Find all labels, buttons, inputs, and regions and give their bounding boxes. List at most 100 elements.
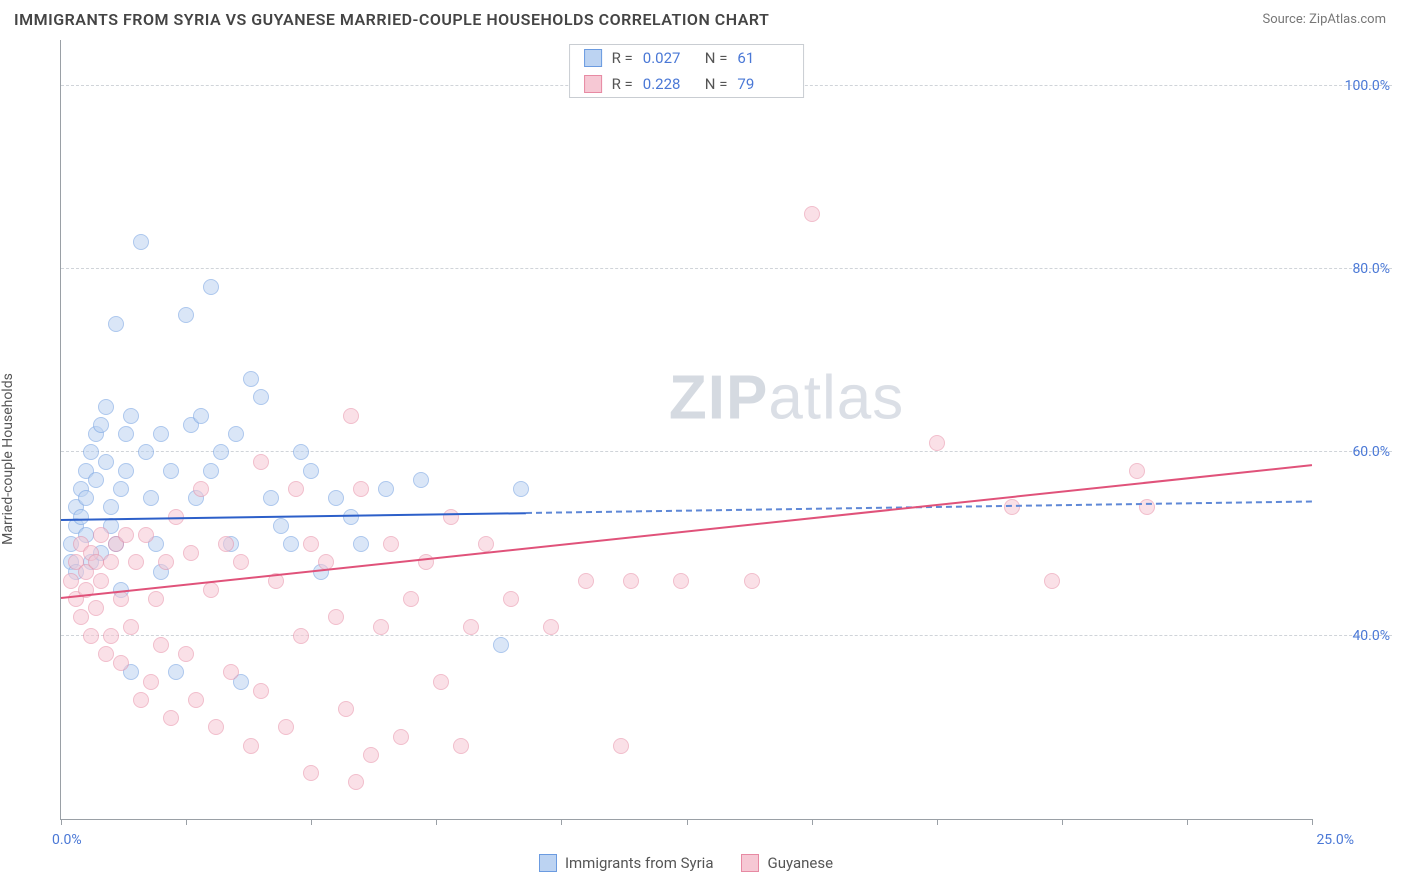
data-point — [183, 545, 199, 561]
data-point — [293, 444, 309, 460]
data-point — [353, 536, 369, 552]
data-point — [123, 619, 139, 635]
watermark: ZIPatlas — [669, 363, 904, 434]
x-axis-min-label: 0.0% — [52, 832, 82, 848]
n-value: 61 — [737, 49, 789, 67]
watermark-bold: ZIP — [669, 364, 768, 433]
legend-stats-row: R =0.228N =79 — [570, 71, 804, 97]
data-point — [288, 481, 304, 497]
data-point — [153, 637, 169, 653]
data-point — [93, 527, 109, 543]
legend-stats: R = 0.027 N = 61 R =0.228N =79 — [569, 44, 805, 98]
data-point — [133, 692, 149, 708]
data-point — [493, 637, 509, 653]
data-point — [138, 527, 154, 543]
y-tick-label: 40.0% — [1352, 628, 1390, 644]
data-point — [328, 490, 344, 506]
data-point — [1044, 573, 1060, 589]
data-point — [303, 463, 319, 479]
data-point — [363, 747, 379, 763]
x-tick — [937, 819, 938, 825]
data-point — [103, 628, 119, 644]
data-point — [128, 554, 144, 570]
data-point — [203, 463, 219, 479]
data-point — [193, 408, 209, 424]
data-point — [243, 371, 259, 387]
source-prefix: Source: — [1262, 12, 1309, 27]
data-point — [503, 591, 519, 607]
data-point — [78, 490, 94, 506]
data-point — [263, 490, 279, 506]
legend-swatch — [539, 854, 557, 872]
data-point — [383, 536, 399, 552]
data-point — [543, 619, 559, 635]
data-point — [744, 573, 760, 589]
data-point — [83, 444, 99, 460]
r-label: R = — [612, 75, 633, 93]
data-point — [203, 279, 219, 295]
data-point — [163, 463, 179, 479]
data-point — [1129, 463, 1145, 479]
data-point — [623, 573, 639, 589]
data-point — [303, 765, 319, 781]
legend-item: Immigrants from Syria — [539, 854, 714, 872]
data-point — [203, 582, 219, 598]
data-point — [393, 729, 409, 745]
data-point — [303, 536, 319, 552]
page-title: IMMIGRANTS FROM SYRIA VS GUYANESE MARRIE… — [14, 10, 769, 29]
data-point — [158, 554, 174, 570]
data-point — [98, 646, 114, 662]
data-point — [343, 408, 359, 424]
data-point — [188, 692, 204, 708]
legend-label: Guyanese — [767, 854, 833, 872]
legend-stats-row: R =0.027N =61 — [570, 45, 804, 71]
data-point — [93, 573, 109, 589]
data-point — [253, 389, 269, 405]
data-point — [348, 774, 364, 790]
data-point — [123, 408, 139, 424]
data-point — [73, 609, 89, 625]
data-point — [113, 655, 129, 671]
x-tick — [561, 819, 562, 825]
n-label: N = — [705, 49, 728, 67]
data-point — [153, 426, 169, 442]
gridline — [61, 268, 1392, 269]
r-value: 0.027 — [643, 49, 695, 67]
gridline — [61, 451, 1392, 452]
data-point — [88, 554, 104, 570]
data-point — [163, 710, 179, 726]
data-point — [98, 399, 114, 415]
data-point — [218, 536, 234, 552]
data-point — [223, 664, 239, 680]
data-point — [178, 646, 194, 662]
x-tick — [311, 819, 312, 825]
y-tick-label: 80.0% — [1352, 261, 1390, 277]
n-value: 79 — [737, 75, 789, 93]
data-point — [168, 664, 184, 680]
legend-swatch — [741, 854, 759, 872]
data-point — [118, 463, 134, 479]
data-point — [143, 490, 159, 506]
data-point — [1139, 499, 1155, 515]
data-point — [338, 701, 354, 717]
data-point — [513, 481, 529, 497]
data-point — [673, 573, 689, 589]
x-tick — [812, 819, 813, 825]
x-tick — [1062, 819, 1063, 825]
scatter-plot: ZIPatlas R =0.027N =61R =0.228N =79 40.0… — [60, 40, 1312, 820]
data-point — [253, 454, 269, 470]
data-point — [108, 316, 124, 332]
data-point — [113, 591, 129, 607]
data-point — [83, 628, 99, 644]
data-point — [88, 600, 104, 616]
data-point — [283, 536, 299, 552]
data-point — [273, 518, 289, 534]
data-point — [1004, 499, 1020, 515]
x-tick — [436, 819, 437, 825]
data-point — [378, 481, 394, 497]
data-point — [413, 472, 429, 488]
data-point — [118, 527, 134, 543]
x-tick — [186, 819, 187, 825]
legend-item: Guyanese — [741, 854, 833, 872]
data-point — [138, 444, 154, 460]
